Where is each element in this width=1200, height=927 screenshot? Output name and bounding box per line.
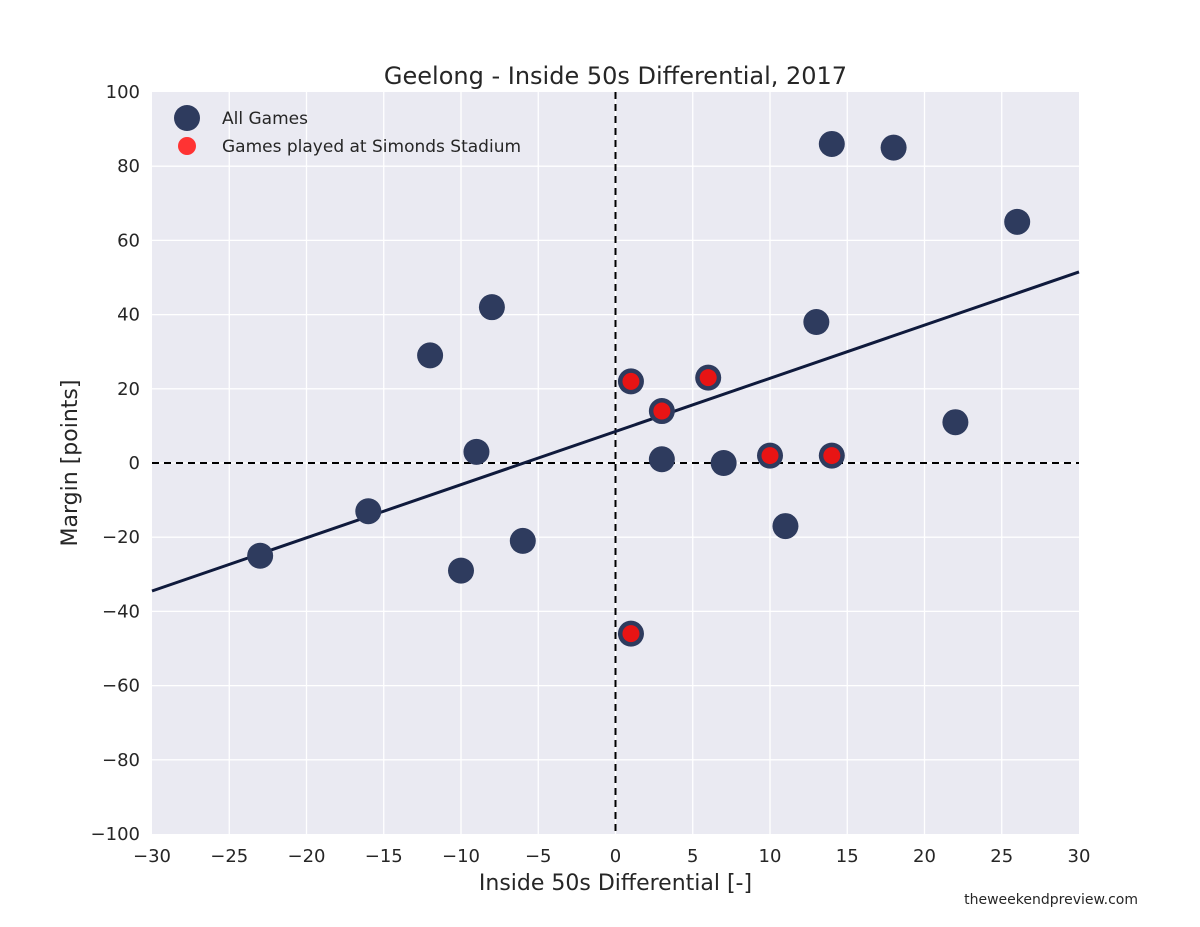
point-all-games xyxy=(710,450,737,476)
y-tick-label: 20 xyxy=(117,379,140,400)
point-all-games xyxy=(448,557,474,584)
y-tick-label: −80 xyxy=(102,750,140,771)
x-tick-label: −25 xyxy=(210,846,248,867)
legend-marker-all-games xyxy=(174,105,200,131)
trendline-group xyxy=(151,270,1080,593)
credit-text: theweekendpreview.com xyxy=(964,892,1138,908)
point-all-games xyxy=(1004,208,1031,235)
y-tick-label: −40 xyxy=(102,601,140,622)
y-tick-label: 80 xyxy=(117,156,140,177)
x-tick-labels: −30 −25 −20 −15 −10 −5 0 5 10 15 20 25 30 xyxy=(133,846,1090,867)
x-tick-label: 30 xyxy=(1068,846,1091,867)
point-all-games xyxy=(772,513,799,540)
point-all-games xyxy=(880,134,907,161)
point-all-games xyxy=(648,446,675,473)
y-axis-label: Margin [points] xyxy=(58,380,83,547)
y-tick-label: 0 xyxy=(129,453,140,474)
data-points xyxy=(247,130,1031,647)
point-simonds-stadium xyxy=(622,625,640,643)
x-tick-label: 0 xyxy=(610,846,621,867)
point-simonds-stadium xyxy=(622,372,640,390)
point-all-games xyxy=(247,542,274,569)
y-tick-labels: −100 −80 −60 −40 −20 0 20 40 60 80 100 xyxy=(91,82,140,845)
chart-title: Geelong - Inside 50s Differential, 2017 xyxy=(384,62,847,90)
x-tick-label: −30 xyxy=(133,846,171,867)
point-all-games xyxy=(803,309,830,336)
x-tick-label: 15 xyxy=(836,846,859,867)
point-all-games xyxy=(818,130,845,157)
legend: All Games Games played at Simonds Stadiu… xyxy=(174,105,521,157)
point-all-games xyxy=(417,342,444,369)
y-tick-label: 40 xyxy=(117,305,140,326)
trendline xyxy=(151,270,1080,593)
legend-label-all-games: All Games xyxy=(222,109,308,129)
x-axis-label: Inside 50s Differential [-] xyxy=(479,871,752,896)
y-tick-label: 60 xyxy=(117,230,140,251)
x-tick-label: 10 xyxy=(759,846,782,867)
point-simonds-stadium xyxy=(699,369,717,387)
point-simonds-stadium xyxy=(761,447,779,465)
point-simonds-stadium xyxy=(823,447,841,465)
point-all-games xyxy=(509,527,536,554)
x-tick-label: 25 xyxy=(990,846,1013,867)
point-all-games xyxy=(478,294,505,321)
point-all-games xyxy=(463,438,490,465)
x-tick-label: −15 xyxy=(365,846,403,867)
y-tick-label: −100 xyxy=(91,824,140,845)
point-all-games xyxy=(355,498,382,525)
legend-marker-simonds-stadium xyxy=(178,137,196,155)
x-tick-label: −10 xyxy=(442,846,480,867)
x-tick-label: 5 xyxy=(687,846,698,867)
x-tick-label: −5 xyxy=(525,846,552,867)
x-tick-label: 20 xyxy=(913,846,936,867)
legend-label-simonds-stadium: Games played at Simonds Stadium xyxy=(222,137,521,157)
x-tick-label: −20 xyxy=(288,846,326,867)
y-tick-label: 100 xyxy=(106,82,140,103)
reference-lines xyxy=(152,92,1079,834)
y-tick-label: −20 xyxy=(102,527,140,548)
y-tick-label: −60 xyxy=(102,676,140,697)
point-all-games xyxy=(942,409,969,436)
point-simonds-stadium xyxy=(653,402,671,420)
